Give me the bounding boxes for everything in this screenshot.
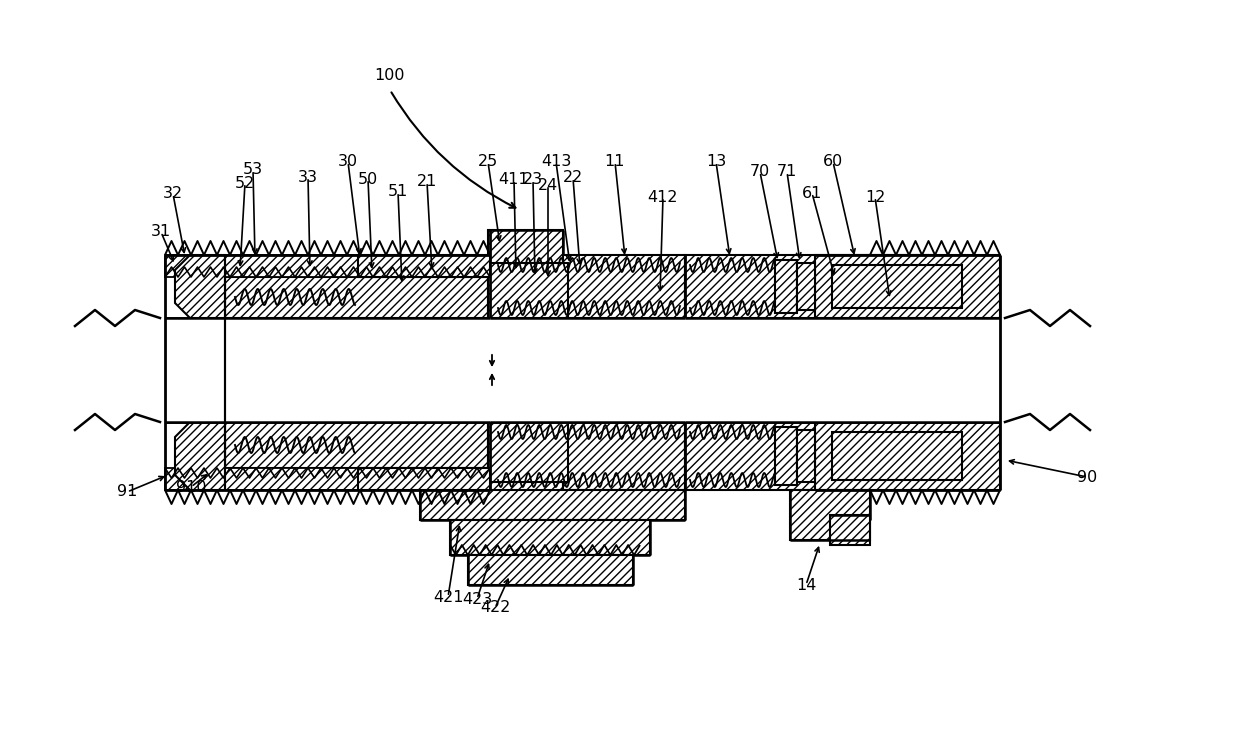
Text: 12: 12: [864, 189, 885, 205]
Bar: [489, 422, 568, 482]
Text: 90: 90: [1076, 470, 1097, 484]
Bar: [489, 263, 568, 318]
Bar: [358, 255, 490, 277]
Bar: [832, 265, 962, 308]
Text: 61: 61: [802, 186, 822, 200]
Text: 33: 33: [298, 170, 317, 184]
Text: 23: 23: [523, 172, 543, 187]
Text: 50: 50: [358, 172, 378, 186]
Bar: [165, 468, 490, 490]
Text: 32: 32: [162, 186, 184, 202]
Text: 25: 25: [477, 154, 498, 170]
Text: 421: 421: [433, 589, 464, 605]
Text: 422: 422: [480, 600, 510, 616]
Text: 24: 24: [538, 178, 558, 192]
Text: 51: 51: [388, 184, 408, 200]
Bar: [165, 318, 999, 323]
Bar: [797, 430, 815, 482]
Bar: [165, 255, 490, 277]
Bar: [790, 490, 870, 540]
Bar: [165, 318, 999, 422]
Polygon shape: [175, 422, 224, 490]
Text: 30: 30: [339, 154, 358, 170]
Text: 14: 14: [796, 578, 816, 592]
Bar: [684, 422, 935, 490]
Bar: [815, 255, 999, 318]
Text: 100: 100: [374, 68, 405, 82]
Bar: [358, 468, 490, 490]
Bar: [224, 277, 490, 318]
Text: 60: 60: [823, 154, 843, 170]
Text: 91: 91: [117, 484, 138, 500]
Bar: [775, 260, 797, 313]
Text: 53: 53: [243, 162, 263, 178]
Bar: [420, 490, 684, 520]
Text: 70: 70: [750, 164, 770, 180]
Text: 412: 412: [647, 189, 678, 205]
Text: 13: 13: [706, 154, 727, 170]
Text: 910: 910: [176, 479, 206, 495]
Bar: [815, 422, 999, 490]
Polygon shape: [175, 255, 224, 318]
Bar: [563, 422, 684, 490]
Bar: [832, 432, 962, 480]
Text: 21: 21: [417, 175, 438, 189]
Bar: [797, 263, 815, 310]
Bar: [489, 230, 563, 318]
Bar: [563, 255, 684, 318]
Bar: [830, 515, 870, 545]
Text: 423: 423: [461, 592, 492, 606]
Text: 52: 52: [234, 175, 255, 191]
Bar: [775, 427, 797, 485]
Bar: [165, 417, 999, 422]
Bar: [224, 422, 490, 468]
Bar: [684, 255, 935, 318]
Text: 413: 413: [541, 154, 572, 170]
Text: 411: 411: [498, 172, 529, 187]
Text: 31: 31: [151, 225, 171, 239]
Text: 71: 71: [776, 164, 797, 180]
Bar: [467, 555, 632, 585]
Text: 22: 22: [563, 170, 583, 186]
Bar: [450, 520, 650, 555]
Bar: [489, 422, 563, 515]
Text: 11: 11: [605, 154, 625, 170]
